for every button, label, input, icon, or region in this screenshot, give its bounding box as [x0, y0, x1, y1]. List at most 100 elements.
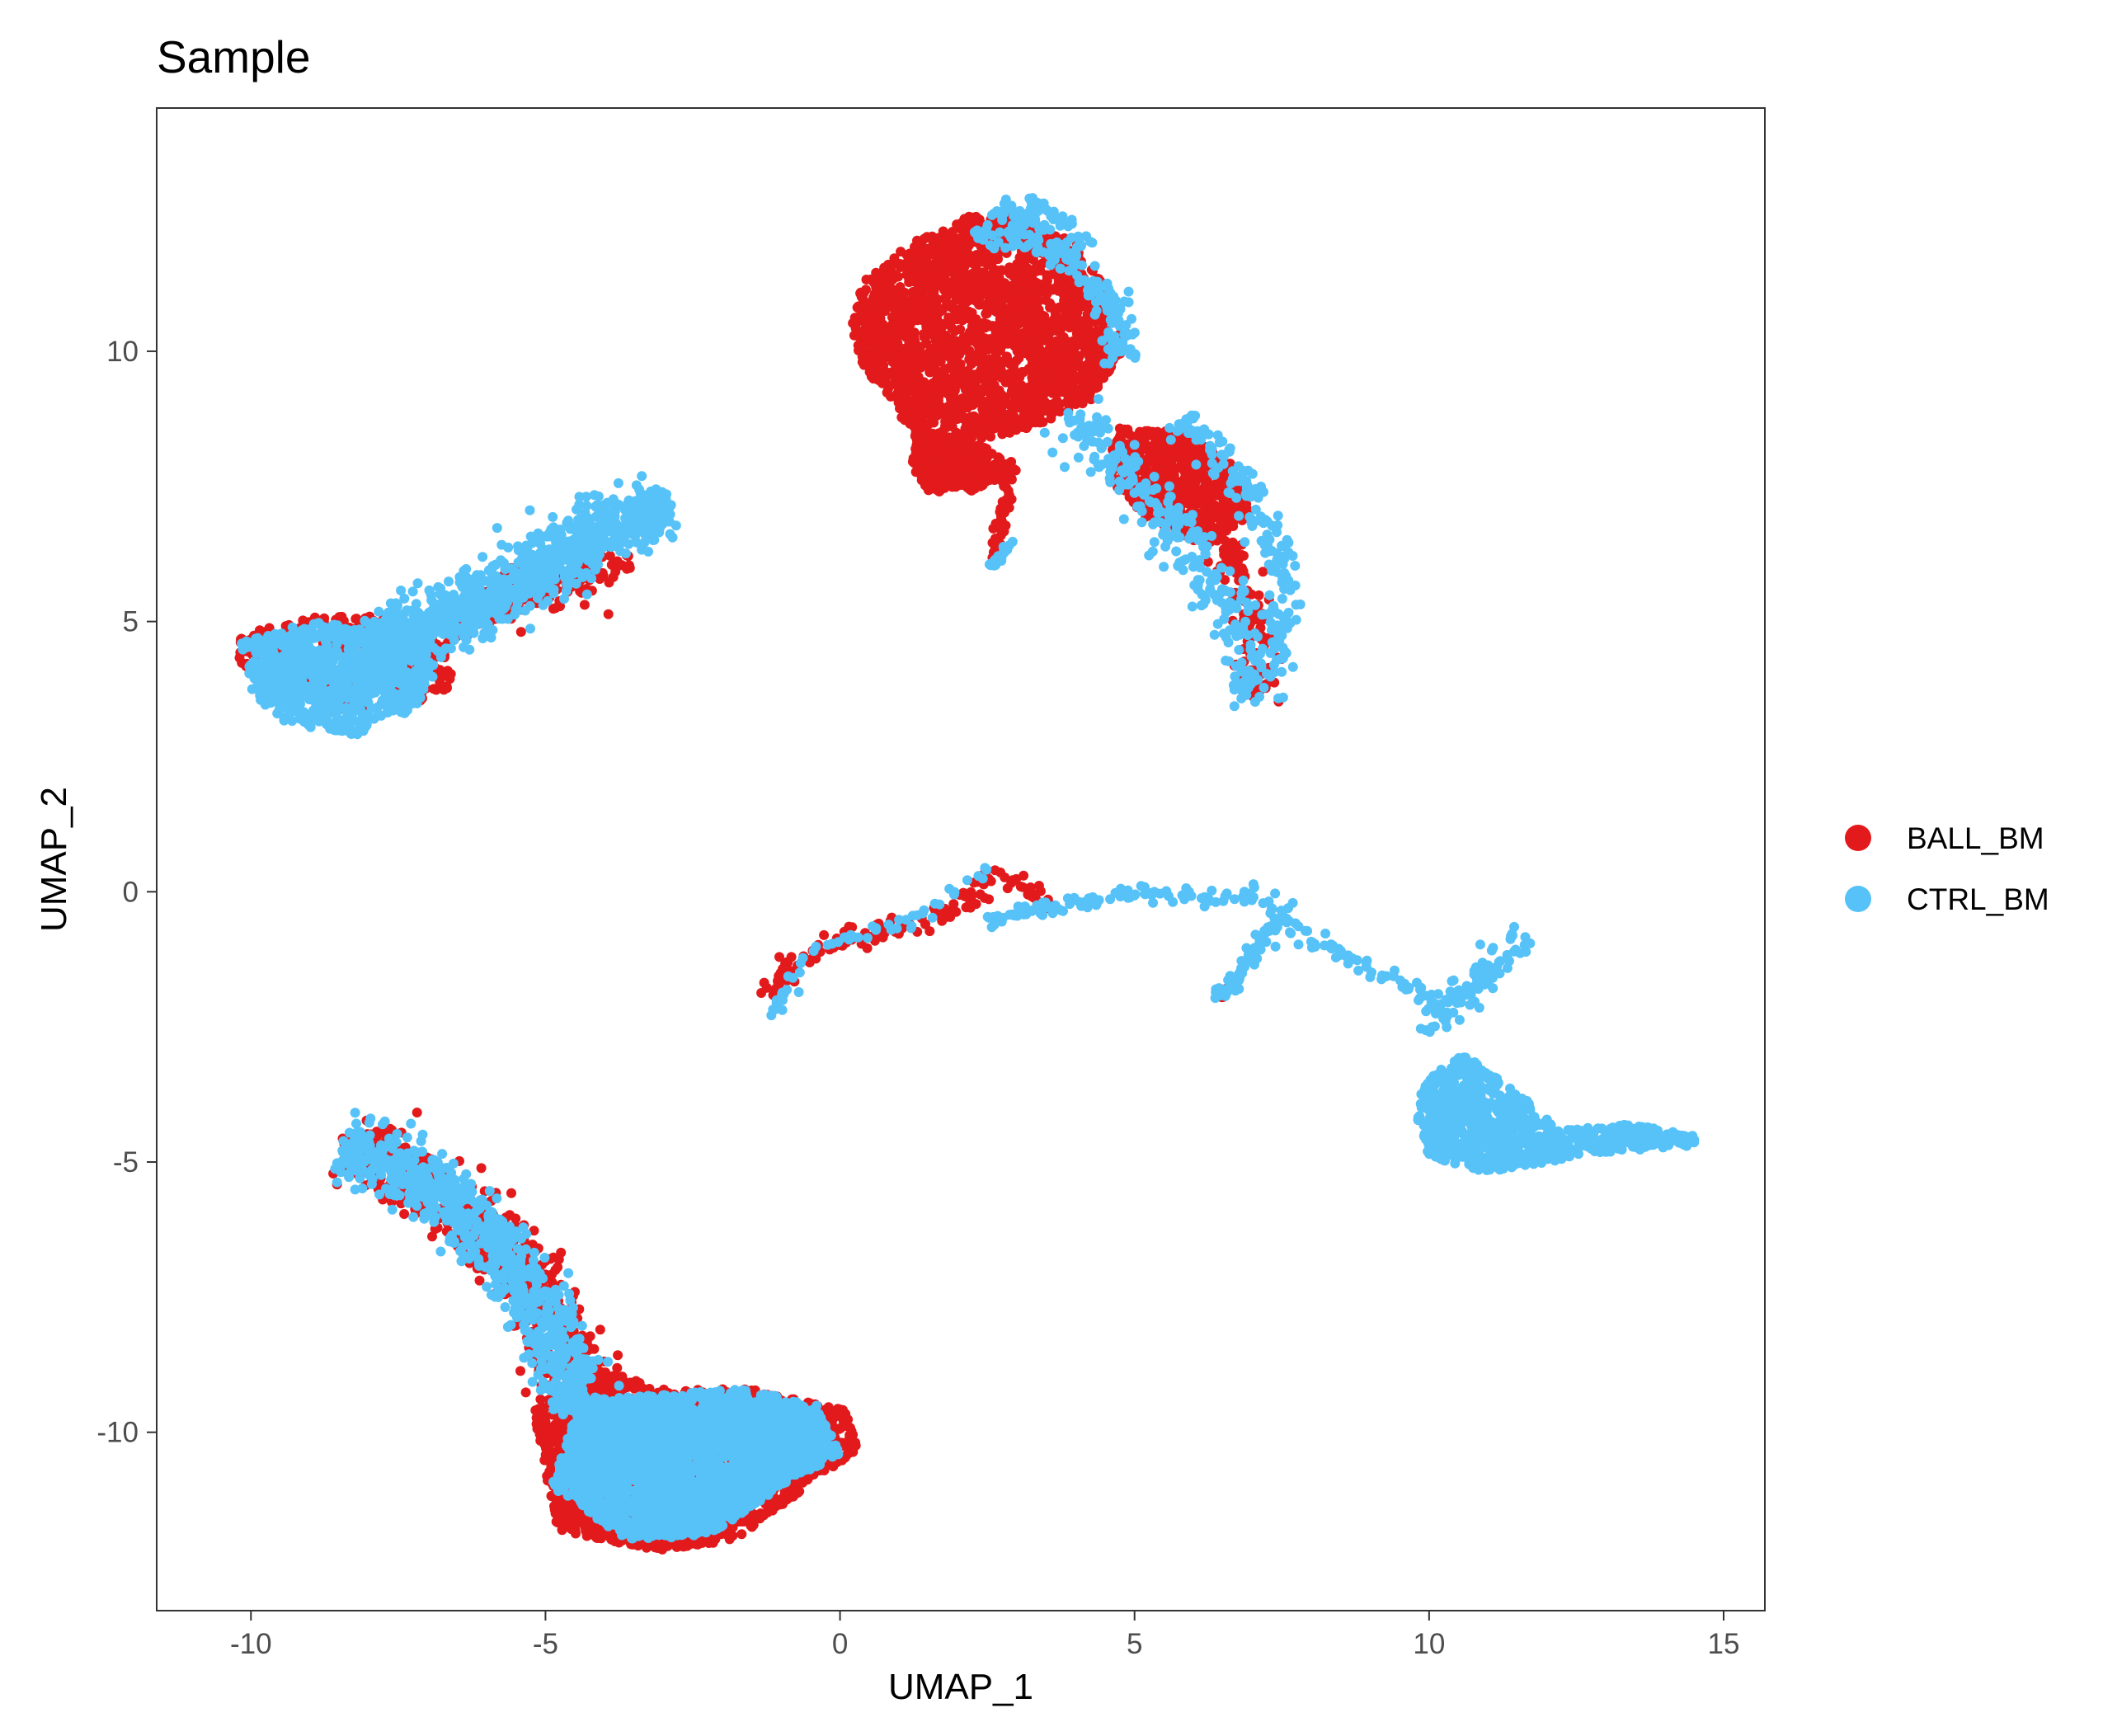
data-point — [1066, 341, 1076, 351]
data-point — [950, 268, 961, 279]
data-point — [1055, 407, 1066, 416]
data-point — [1047, 285, 1057, 295]
data-point — [909, 257, 920, 268]
data-point — [933, 242, 943, 252]
data-point — [1018, 282, 1028, 293]
data-point — [1007, 875, 1018, 886]
data-point — [901, 250, 912, 261]
data-point — [1227, 537, 1238, 548]
data-point — [937, 439, 948, 449]
data-point — [1254, 590, 1264, 600]
data-point — [933, 294, 943, 305]
data-point — [1175, 448, 1186, 459]
data-point — [1124, 429, 1135, 440]
data-point — [1089, 380, 1100, 391]
data-point — [903, 355, 914, 366]
data-point — [946, 469, 957, 480]
data-point — [781, 957, 792, 967]
data-point — [1050, 348, 1061, 359]
data-point — [1070, 399, 1081, 409]
data-point — [891, 352, 901, 363]
data-point — [1007, 286, 1018, 297]
data-point — [975, 350, 986, 360]
data-point — [1028, 892, 1039, 902]
data-point — [980, 892, 990, 903]
data-point — [1034, 279, 1045, 289]
data-point — [941, 252, 951, 263]
data-point — [970, 464, 981, 475]
data-point — [1057, 387, 1068, 398]
data-point — [1069, 362, 1080, 373]
data-point — [964, 346, 975, 356]
data-point — [992, 385, 1003, 396]
data-point — [908, 289, 919, 299]
data-point — [882, 341, 892, 351]
data-point — [991, 521, 1002, 532]
data-point — [1023, 331, 1033, 341]
data-point — [1064, 350, 1075, 360]
data-point — [1067, 317, 1078, 327]
data-point — [1006, 301, 1017, 312]
data-point — [987, 538, 998, 548]
data-point — [1202, 486, 1212, 496]
data-point — [901, 270, 912, 280]
data-point — [1033, 374, 1043, 385]
data-point — [1035, 417, 1045, 428]
data-point — [999, 285, 1009, 295]
data-point — [963, 393, 974, 403]
data-point — [1034, 352, 1045, 363]
data-point — [1141, 443, 1152, 454]
data-point — [872, 369, 882, 380]
data-point — [1180, 469, 1191, 480]
data-point — [937, 266, 948, 275]
data-point — [1014, 294, 1024, 305]
data-point — [984, 297, 995, 308]
data-point — [995, 365, 1006, 375]
data-point — [1004, 267, 1014, 277]
data-point — [1054, 399, 1065, 410]
data-point — [1209, 509, 1220, 520]
data-point — [909, 413, 920, 424]
data-point — [974, 321, 985, 331]
data-point — [986, 362, 995, 373]
data-point — [908, 366, 919, 376]
data-point — [336, 611, 347, 622]
data-point — [987, 374, 998, 384]
data-point — [1035, 365, 1046, 375]
data-point — [960, 383, 971, 393]
data-point — [975, 419, 986, 429]
data-point — [1025, 882, 1036, 892]
data-point — [1001, 351, 1012, 362]
data-point — [886, 380, 896, 390]
data-point — [1067, 379, 1078, 389]
data-point — [961, 371, 972, 382]
data-point — [908, 383, 919, 393]
data-point — [924, 926, 935, 937]
data-point — [1000, 377, 1011, 388]
data-point — [1229, 546, 1240, 557]
data-point — [1008, 358, 1018, 369]
data-point — [973, 475, 984, 486]
data-point — [869, 354, 879, 365]
data-point — [943, 231, 953, 242]
data-point — [849, 330, 859, 341]
data-point — [1024, 388, 1035, 399]
data-point — [926, 285, 937, 295]
data-point — [908, 397, 919, 407]
data-point — [1033, 881, 1044, 891]
data-point — [949, 312, 960, 322]
data-point — [622, 563, 633, 574]
data-point — [955, 252, 965, 263]
data-point — [986, 407, 997, 417]
data-point — [949, 405, 960, 416]
data-point — [859, 334, 869, 345]
data-point — [871, 335, 882, 346]
data-point — [948, 373, 959, 383]
data-point — [1114, 423, 1125, 434]
data-point — [925, 307, 936, 318]
data-point — [920, 447, 930, 458]
data-point — [1001, 494, 1012, 505]
data-point — [1041, 335, 1052, 346]
data-point — [1023, 364, 1034, 374]
